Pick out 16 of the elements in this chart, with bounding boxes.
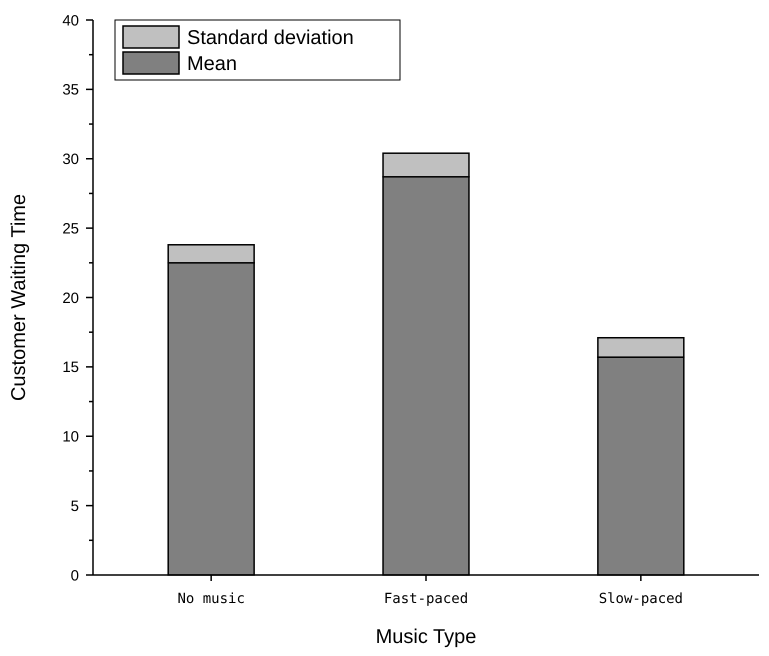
- y-tick-label: 0: [70, 567, 79, 584]
- y-tick-label: 40: [62, 12, 79, 30]
- y-tick-label: 5: [70, 498, 79, 515]
- y-tick-label: 20: [62, 290, 79, 307]
- y-axis-title: Customer Waiting Time: [8, 194, 30, 402]
- y-tick-label: 25: [62, 220, 79, 238]
- y-tick-label: 35: [62, 82, 79, 99]
- x-tick-label: No music: [177, 591, 245, 607]
- y-tick-label: 15: [62, 359, 79, 376]
- y-tick-label: 30: [62, 151, 79, 168]
- x-tick-label: Slow-paced: [598, 591, 683, 607]
- x-axis-title: Music Type: [376, 626, 476, 648]
- y-tick-label: 10: [62, 428, 79, 446]
- x-tick-label: Fast-paced: [384, 591, 468, 607]
- legend-label: Mean: [187, 53, 238, 75]
- legend-label: Standard deviation: [187, 27, 354, 49]
